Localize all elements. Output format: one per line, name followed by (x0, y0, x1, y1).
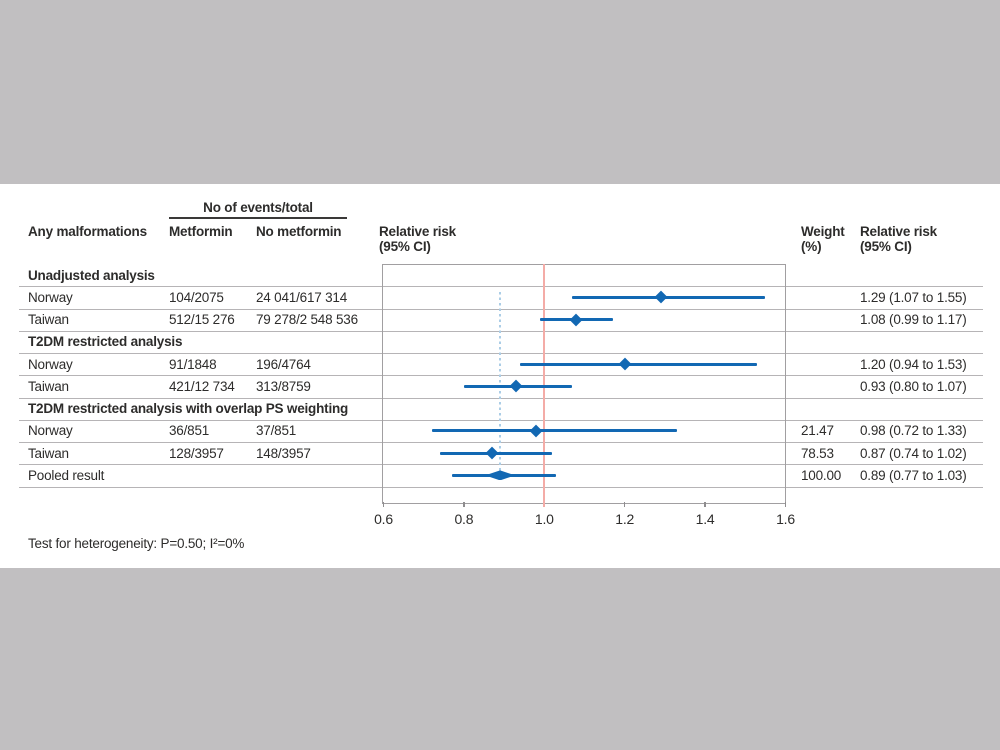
rr-ci-cell: 1.20 (0.94 to 1.53) (860, 356, 967, 372)
x-axis-tick (784, 502, 787, 507)
study-row-label: Taiwan (28, 312, 69, 327)
study-row-label: Norway (28, 423, 73, 439)
weight-column-header-line1: Weight (801, 224, 845, 239)
forest-plot-frame (382, 264, 786, 504)
column-header-no-metformin: No metformin (256, 224, 342, 239)
study-row-label: Pooled result (28, 467, 105, 483)
x-axis-tick (623, 502, 626, 507)
rr-ci-cell: 0.93 (0.80 to 1.07) (860, 378, 967, 394)
x-axis-tick (463, 502, 465, 507)
rr-column-header-line1: Relative risk (860, 224, 937, 239)
plot-column-header-line1: Relative risk (379, 224, 456, 239)
weight-cell: 78.53 (801, 445, 834, 461)
x-axis-tick-label: 1.0 (534, 511, 554, 527)
events-metformin-cell: 91/1848 (169, 356, 217, 372)
events-metformin-cell: 512/15 276 (169, 312, 235, 327)
events-no-metformin-cell: 37/851 (256, 423, 297, 439)
weight-cell: 100.00 (801, 467, 842, 483)
plot-column-header-line2: (95% CI) (379, 239, 431, 254)
weight-cell: 21.47 (801, 423, 834, 439)
weight-column-header: Weight (%) (801, 224, 845, 254)
rr-ci-cell: 0.89 (0.77 to 1.03) (860, 467, 967, 483)
x-axis-tick (382, 502, 385, 507)
section-row-label: Unadjusted analysis (28, 267, 155, 283)
x-axis-tick-label: 0.8 (454, 511, 474, 527)
confidence-interval-line (520, 362, 758, 366)
x-axis-tick-label: 1.2 (615, 511, 635, 527)
events-no-metformin-cell: 313/8759 (256, 378, 311, 394)
events-total-underline (169, 217, 347, 219)
x-axis-tick-label: 1.6 (776, 511, 795, 527)
x-axis-tick-label: 1.4 (695, 511, 715, 527)
events-metformin-cell: 421/12 734 (169, 378, 235, 394)
heterogeneity-footnote: Test for heterogeneity: P=0.50; I²=0% (28, 536, 245, 551)
rr-ci-cell: 0.98 (0.72 to 1.33) (860, 423, 967, 439)
x-axis-tick (704, 502, 706, 507)
confidence-interval-line (572, 295, 766, 299)
section-row-label: T2DM restricted analysis with overlap PS… (28, 401, 349, 416)
x-axis-tick-label: 0.6 (374, 511, 393, 527)
x-axis-tick (543, 502, 546, 507)
events-total-header: No of events/total (203, 200, 313, 215)
section-row-label: T2DM restricted analysis (28, 334, 183, 350)
column-header-metformin: Metformin (169, 224, 233, 239)
rr-column-header-line2: (95% CI) (860, 239, 912, 254)
events-no-metformin-cell: 79 278/2 548 536 (256, 312, 358, 327)
pooled-estimate-diamond (485, 470, 516, 481)
plot-column-header: Relative risk (95% CI) (379, 224, 456, 254)
column-header-outcome: Any malformations (28, 224, 147, 239)
events-metformin-cell: 104/2075 (169, 289, 224, 305)
events-metformin-cell: 128/3957 (169, 445, 224, 461)
confidence-interval-line (431, 429, 677, 433)
study-row-label: Taiwan (28, 445, 69, 461)
study-row-label: Norway (28, 289, 73, 305)
pooled-estimate-dashed-line (499, 292, 502, 471)
events-metformin-cell: 36/851 (169, 423, 210, 439)
rr-ci-cell: 0.87 (0.74 to 1.02) (860, 445, 967, 461)
rr-column-header: Relative risk (95% CI) (860, 224, 937, 254)
row-separator (19, 286, 983, 288)
rr-ci-cell: 1.29 (1.07 to 1.55) (860, 289, 967, 305)
events-no-metformin-cell: 24 041/617 314 (256, 289, 348, 305)
rr-ci-cell: 1.08 (0.99 to 1.17) (860, 312, 967, 327)
events-no-metformin-cell: 196/4764 (256, 356, 311, 372)
study-row-label: Taiwan (28, 378, 69, 394)
events-no-metformin-cell: 148/3957 (256, 445, 311, 461)
row-separator (19, 486, 983, 488)
weight-column-header-line2: (%) (801, 239, 822, 254)
study-row-label: Norway (28, 356, 73, 372)
